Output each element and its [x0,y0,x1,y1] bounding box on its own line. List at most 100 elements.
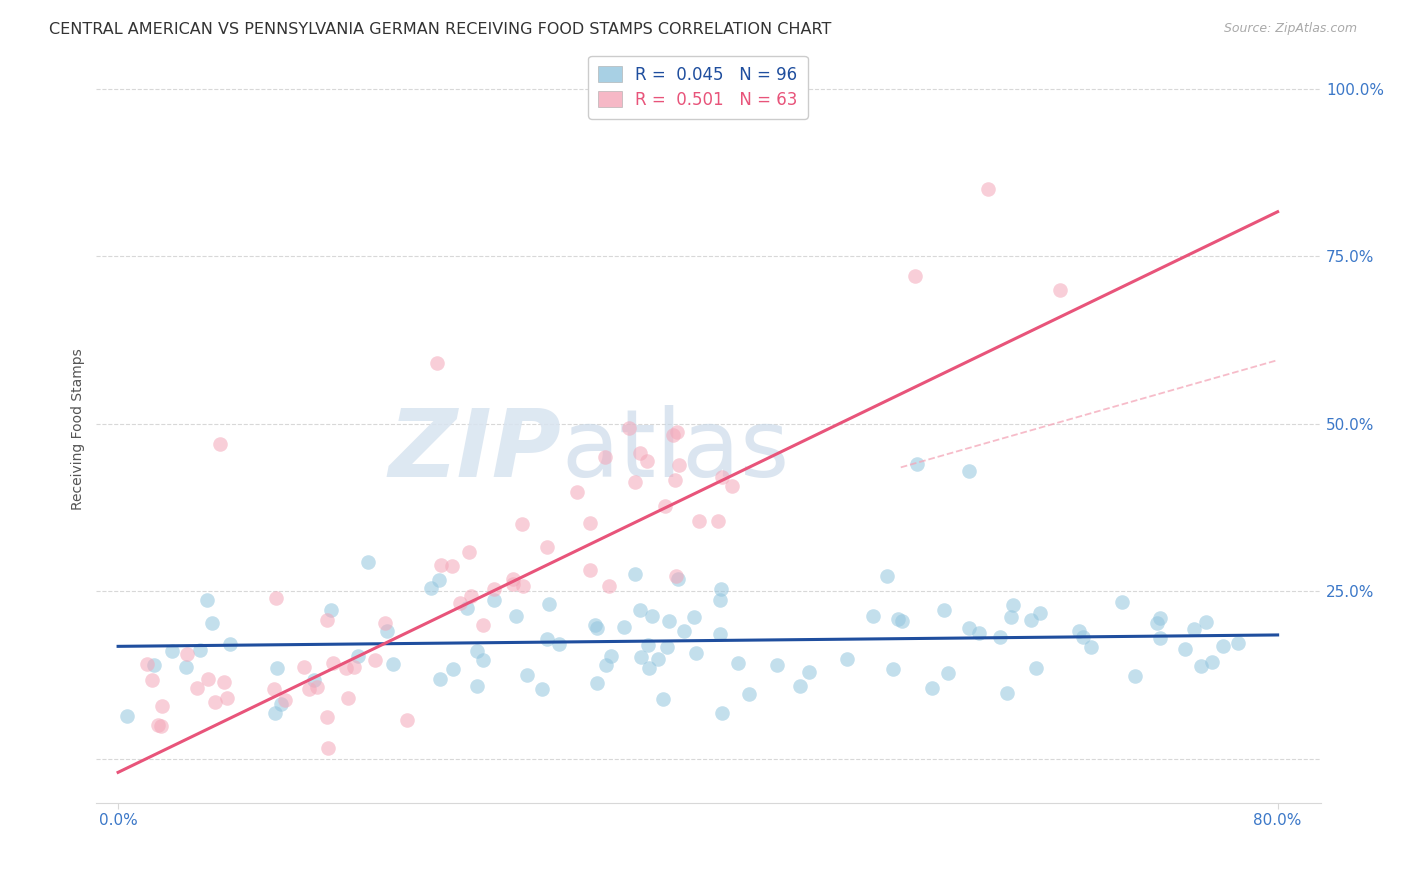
Point [647,652,669,666]
Text: ZIP: ZIP [389,405,562,497]
Point [921,681,943,696]
Point [1111,594,1133,608]
Point [586,675,609,690]
Point [536,632,558,646]
Point [502,572,524,586]
Point [419,582,441,596]
Point [685,646,707,660]
Point [115,708,138,723]
Point [502,576,524,591]
Point [655,640,678,654]
Point [292,659,315,673]
Point [797,665,820,680]
Point [1182,622,1205,636]
Point [149,719,172,733]
Point [709,626,731,640]
Point [688,514,710,528]
Point [628,446,651,460]
Point [396,714,419,728]
Point [266,660,288,674]
Point [530,681,553,696]
Point [270,697,292,711]
Point [957,464,980,478]
Point [484,592,506,607]
Point [617,421,640,435]
Point [472,618,495,632]
Point [263,706,285,720]
Point [381,657,404,672]
Point [586,621,609,635]
Point [536,541,558,555]
Point [142,658,165,673]
Point [887,612,910,626]
Point [709,593,731,607]
Point [1123,669,1146,683]
Point [977,182,1000,196]
Point [335,661,357,675]
Point [482,582,505,597]
Text: atlas: atlas [562,405,790,497]
Point [628,603,651,617]
Point [302,673,325,688]
Point [1080,640,1102,655]
Point [641,609,664,624]
Point [298,681,321,696]
Point [1149,611,1171,625]
Point [266,591,288,605]
Point [593,450,616,465]
Point [1029,606,1052,620]
Point [665,568,688,582]
Point [1212,639,1234,653]
Point [636,454,658,468]
Point [837,652,859,666]
Point [364,653,387,667]
Point [904,269,927,284]
Point [654,499,676,513]
Text: CENTRAL AMERICAN VS PENNSYLVANIA GERMAN RECEIVING FOOD STAMPS CORRELATION CHART: CENTRAL AMERICAN VS PENNSYLVANIA GERMAN … [49,22,831,37]
Point [1174,641,1197,656]
Point [932,603,955,617]
Point [1025,661,1047,675]
Point [505,608,527,623]
Point [578,563,600,577]
Point [624,566,647,581]
Point [995,686,1018,700]
Point [441,662,464,676]
Point [664,473,686,487]
Point [465,644,488,658]
Point [583,617,606,632]
Point [638,661,661,675]
Point [862,609,884,624]
Point [595,658,617,673]
Y-axis label: Receiving Food Stamps: Receiving Food Stamps [72,348,86,509]
Point [377,624,399,638]
Point [727,656,749,670]
Point [1000,609,1022,624]
Point [938,665,960,680]
Point [215,691,238,706]
Point [789,679,811,693]
Point [319,603,342,617]
Point [516,668,538,682]
Point [1067,624,1090,638]
Point [201,616,224,631]
Point [710,706,733,721]
Point [665,425,688,439]
Point [273,693,295,707]
Point [579,516,602,530]
Point [316,709,339,723]
Point [957,621,980,635]
Point [721,478,744,492]
Point [683,610,706,624]
Point [1227,635,1250,649]
Point [766,657,789,672]
Point [668,458,690,472]
Point [967,625,990,640]
Point [347,649,370,664]
Point [440,559,463,574]
Point [672,624,695,638]
Point [204,695,226,709]
Point [710,470,733,484]
Point [195,592,218,607]
Point [662,428,685,442]
